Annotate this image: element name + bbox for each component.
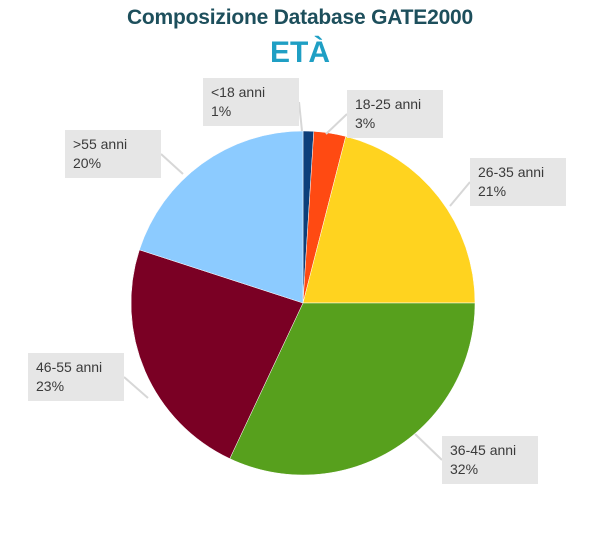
slice-percent: 32% [450,461,478,477]
slice-percent: 21% [478,183,506,199]
leader-line [325,113,348,135]
slice-percent: 1% [211,103,231,119]
pie-slices [130,130,476,476]
label-box [347,90,443,138]
leader-line [449,181,471,207]
pie-slice [229,302,476,476]
slice-label: 36-45 anni [450,442,516,458]
chart-subtitle: ETÀ [270,36,330,69]
pie-slice [302,136,476,304]
pie-slice [139,130,304,304]
label-box [65,130,161,178]
slice-percent: 20% [73,155,101,171]
label-box [470,158,566,206]
label-box [203,78,299,126]
slice-label: <18 anni [211,84,265,100]
slice-label: 26-35 anni [478,164,544,180]
label-box [442,436,538,484]
leader-line [123,376,149,399]
leader-line [160,153,184,175]
slice-label: 18-25 anni [355,96,421,112]
pie-labels: <18 anni 1% 18-25 anni 3% 26-35 anni 21% 36-45… [28,78,566,484]
slice-label: >55 anni [73,136,127,152]
chart-title: Composizione Database GATE2000 [126,6,474,29]
slice-percent: 23% [36,378,64,394]
pie-slice [130,249,304,459]
label-box [28,353,124,401]
slice-label: 46-55 anni [36,359,102,375]
leader-line [298,101,303,132]
slice-percent: 3% [355,115,375,131]
leader-line [414,433,443,461]
